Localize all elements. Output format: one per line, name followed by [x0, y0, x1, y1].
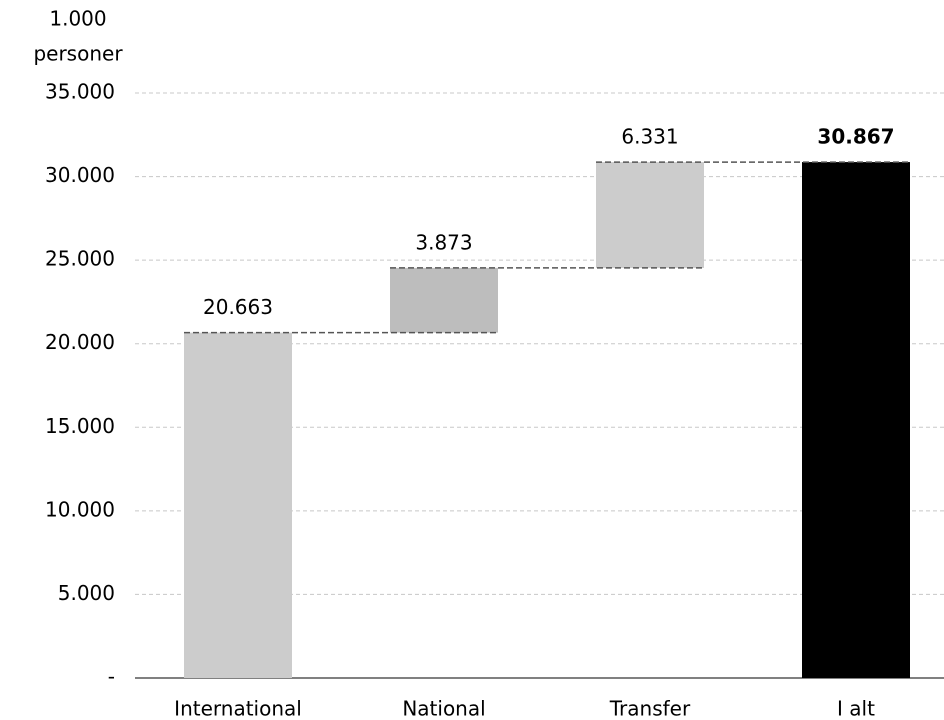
data-label: 30.867 — [817, 125, 894, 149]
y-tick-label: 20.000 — [45, 330, 115, 354]
y-tick-label: 35.000 — [45, 80, 115, 104]
y-axis-title-line: 1.000 — [49, 7, 106, 31]
bar — [802, 162, 910, 678]
bar — [596, 162, 704, 268]
y-tick-label: 25.000 — [45, 247, 115, 271]
data-label: 20.663 — [203, 295, 273, 319]
data-label: 6.331 — [621, 125, 678, 149]
x-tick-label: National — [402, 697, 485, 720]
x-tick-label: International — [174, 697, 302, 720]
y-axis-title-line: personer — [33, 42, 123, 66]
data-label: 3.873 — [415, 230, 472, 254]
y-tick-label: 10.000 — [45, 497, 115, 521]
x-tick-label: I alt — [837, 697, 875, 720]
bar — [390, 267, 498, 333]
y-tick-label: 30.000 — [45, 163, 115, 187]
x-tick-label: Transfer — [609, 697, 691, 720]
bar — [184, 332, 292, 678]
y-tick-label: 15.000 — [45, 414, 115, 438]
y-tick-label: - — [108, 665, 115, 689]
y-tick-label: 5.000 — [58, 581, 115, 605]
